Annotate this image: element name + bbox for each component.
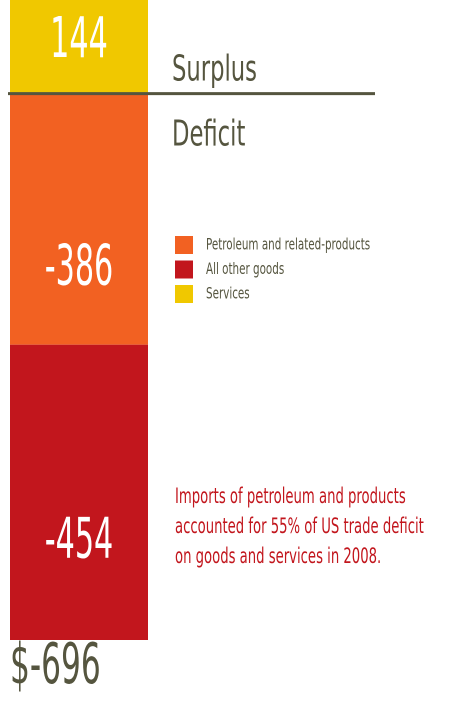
surplus-label: Surplus bbox=[172, 48, 257, 90]
value-label: -386 bbox=[45, 232, 114, 297]
annotation-line: accounted for 55% of US trade deficit bbox=[175, 514, 424, 538]
legend-swatch bbox=[175, 260, 193, 279]
annotation-line: Imports of petroleum and products bbox=[175, 484, 406, 508]
annotation-line: on goods and services in 2008. bbox=[175, 544, 381, 568]
value-label: -454 bbox=[45, 505, 114, 570]
legend-label: All other goods bbox=[206, 260, 284, 278]
bar-segment bbox=[10, 344, 148, 640]
legend-swatch bbox=[175, 285, 193, 303]
total-label: $-696 bbox=[10, 631, 101, 696]
bar-segment bbox=[10, 93, 148, 345]
deficit-label: Deficit bbox=[172, 113, 245, 155]
legend-label: Petroleum and related-products bbox=[206, 236, 370, 254]
bar-segment bbox=[10, 0, 148, 94]
legend-label: Services bbox=[206, 285, 250, 303]
legend-swatch bbox=[175, 236, 193, 254]
value-label: 144 bbox=[50, 5, 108, 70]
